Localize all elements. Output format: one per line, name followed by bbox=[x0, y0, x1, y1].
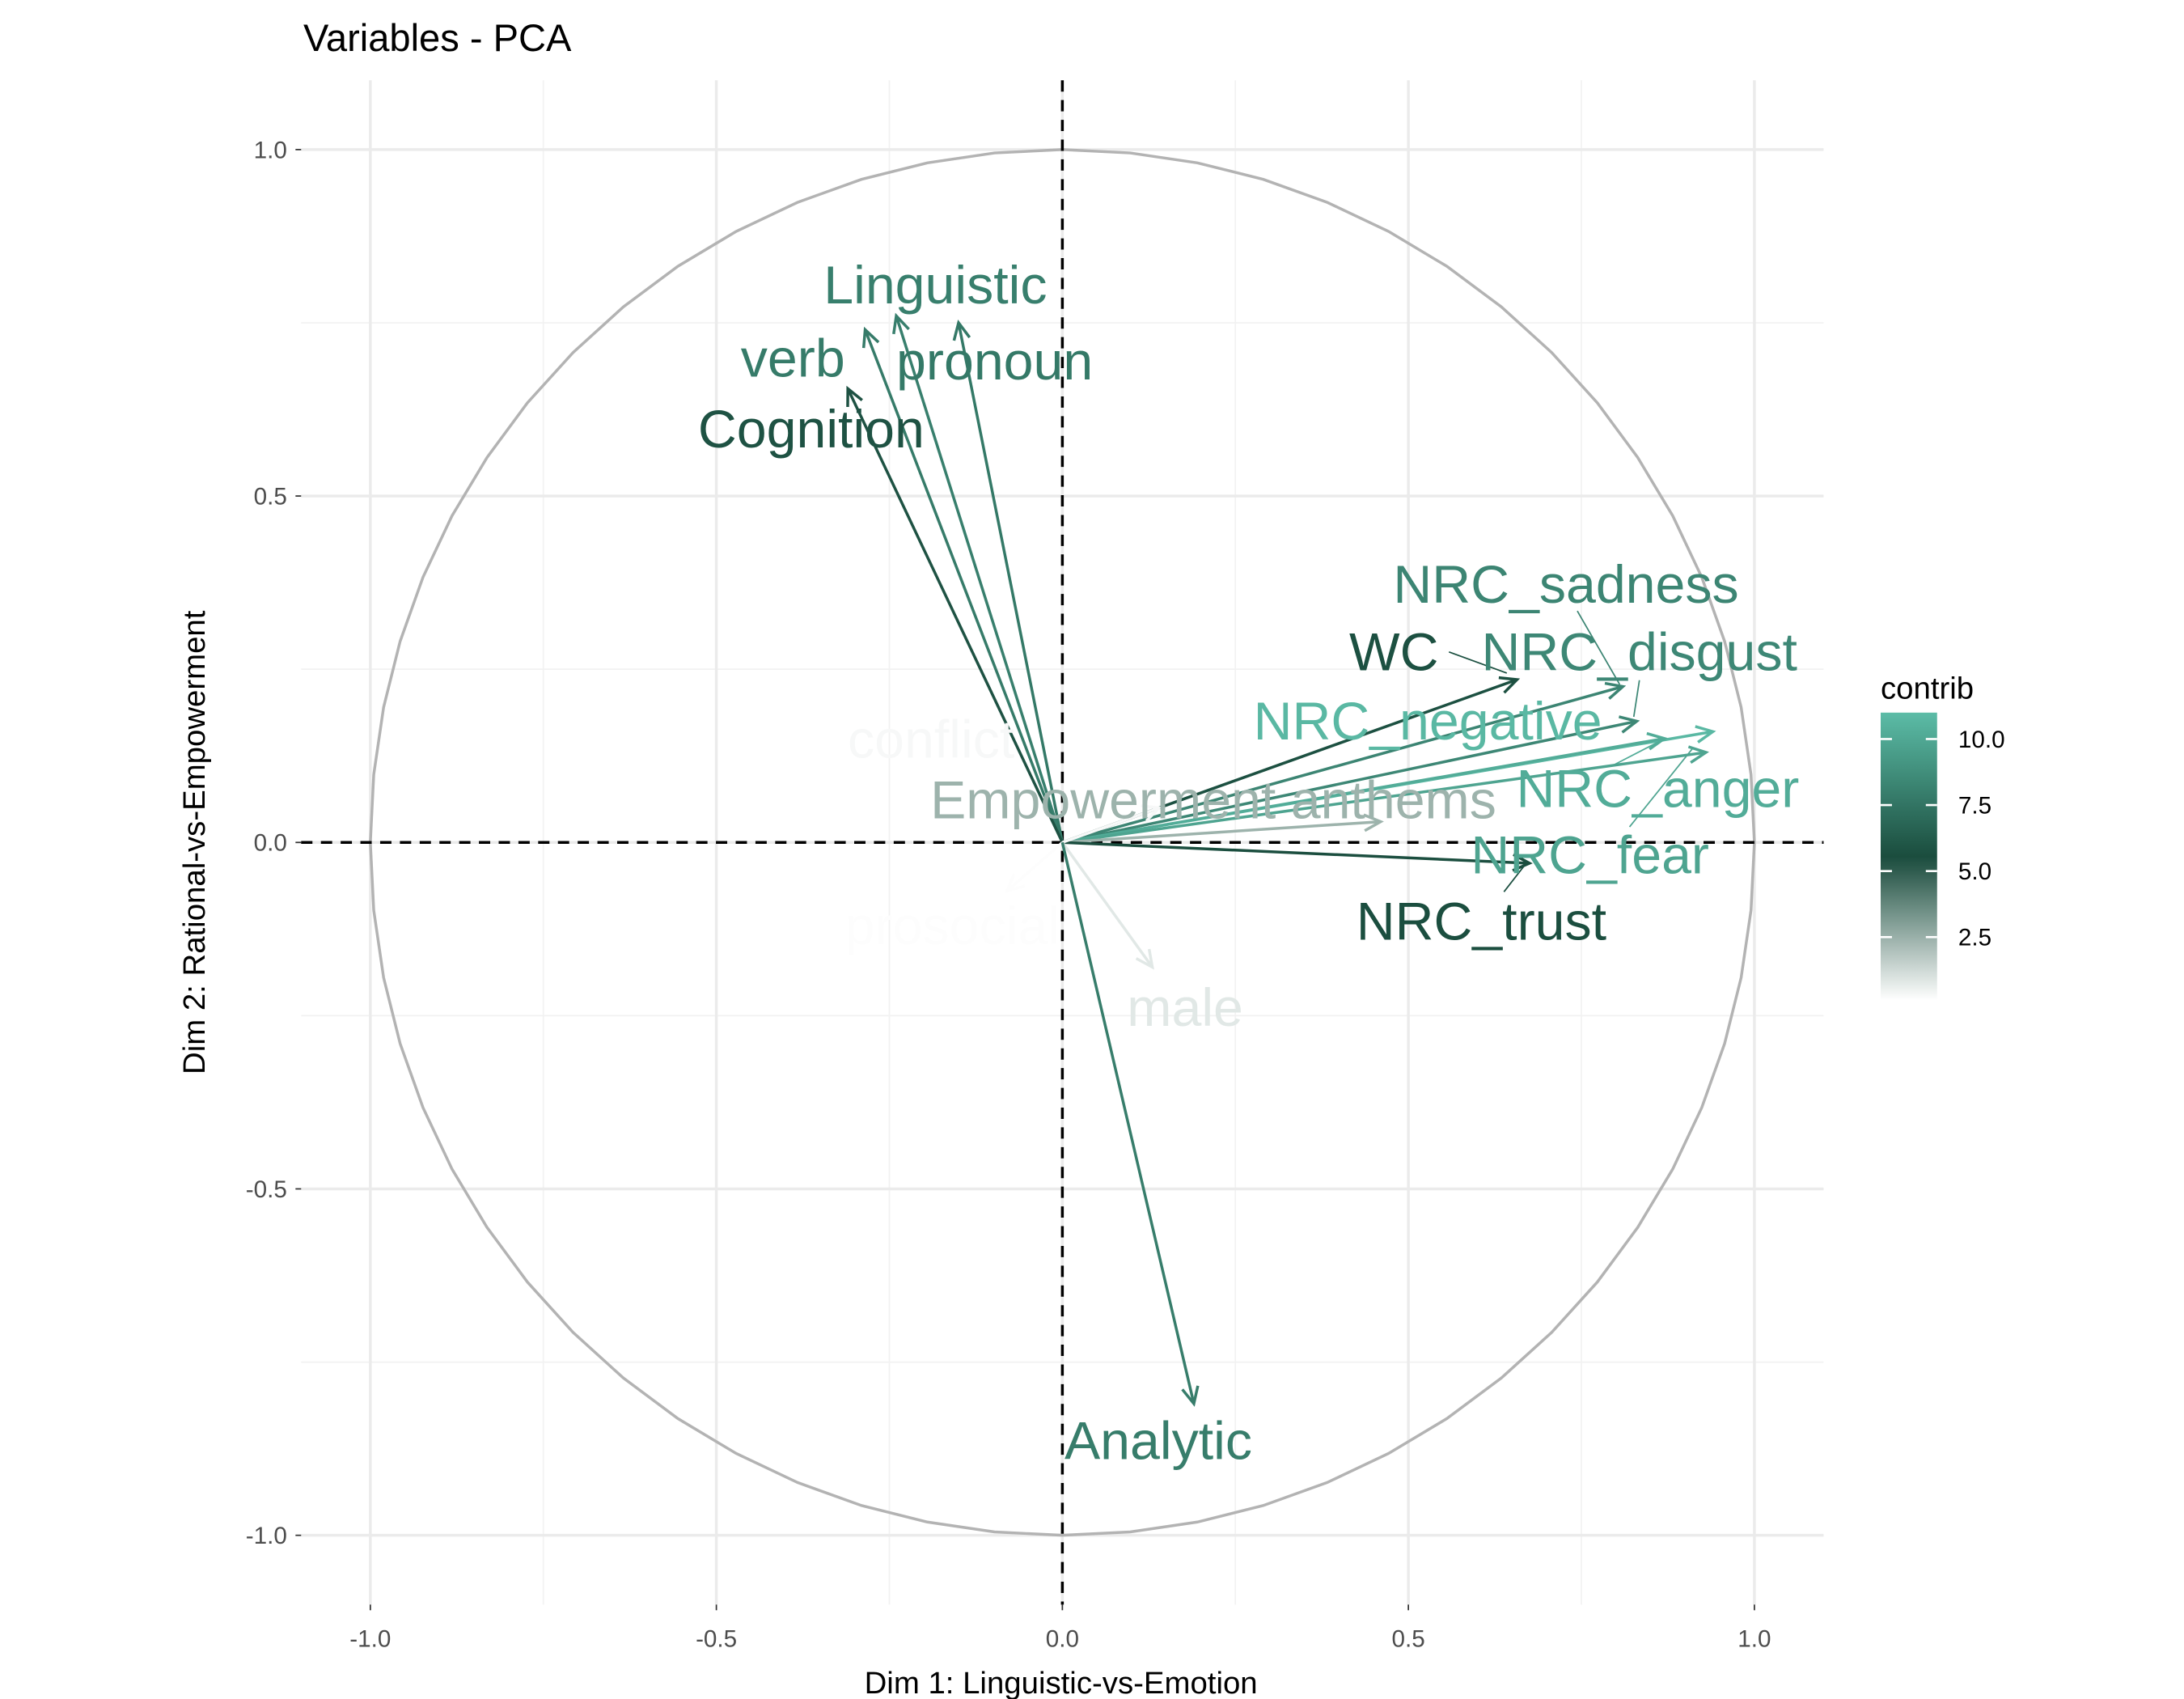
chart-title: Variables - PCA bbox=[303, 16, 572, 59]
x-axis-ticks: -1.0 -0.5 0.0 0.5 1.0 bbox=[349, 1604, 1771, 1653]
arrow-shaft bbox=[1060, 841, 1154, 968]
arrow-shaft bbox=[1062, 737, 1665, 844]
arrow-nrc-trust bbox=[1062, 841, 1533, 892]
arrow-head bbox=[1512, 853, 1533, 872]
arrow-head bbox=[1695, 725, 1716, 744]
arrow-head bbox=[1141, 804, 1162, 822]
legend-colorbar bbox=[1881, 712, 1937, 1001]
y-tick-label: 1.0 bbox=[254, 137, 287, 163]
x-tick-label: -1.0 bbox=[349, 1626, 391, 1653]
arrow-linguistic bbox=[892, 312, 1064, 843]
arrow-nrc-fear bbox=[1062, 745, 1709, 845]
label-leader-line bbox=[1503, 866, 1525, 892]
arrow-head bbox=[1687, 745, 1709, 764]
arrow-head bbox=[952, 320, 971, 341]
x-tick-label: 0.5 bbox=[1392, 1626, 1425, 1653]
arrow-shaft bbox=[895, 315, 1064, 843]
arrow-nrc-sadness bbox=[1061, 610, 1627, 844]
variable-label-nrc-trust: NRC_trust bbox=[1357, 892, 1606, 952]
variable-label-wc: WC bbox=[1349, 622, 1438, 682]
variable-label-nrc-disgust: NRC_disgust bbox=[1482, 622, 1797, 682]
arrow-head bbox=[1135, 948, 1154, 970]
arrow-head bbox=[1646, 731, 1668, 751]
variable-arrows bbox=[846, 312, 1716, 1407]
variable-label-pronoun: pronoun bbox=[896, 332, 1093, 392]
arrow-shaft bbox=[957, 322, 1064, 843]
arrow-shaft bbox=[1061, 806, 1160, 844]
label-leader-line bbox=[1448, 650, 1508, 674]
arrow-head bbox=[892, 312, 910, 335]
legend-tick-label: 7.5 bbox=[1958, 793, 1991, 820]
variable-label-linguistic: Linguistic bbox=[823, 256, 1047, 316]
arrow-head bbox=[1619, 715, 1640, 734]
variable-label-prosocial: prosocial bbox=[845, 896, 1060, 956]
arrow-analytic bbox=[1060, 841, 1200, 1407]
arrow-shaft bbox=[863, 328, 1064, 843]
label-leader-line bbox=[1610, 741, 1658, 767]
arrow-head bbox=[1004, 873, 1026, 893]
y-tick-label: -1.0 bbox=[246, 1523, 287, 1549]
arrow-verb bbox=[861, 326, 1064, 843]
arrow-pronoun bbox=[952, 320, 1064, 843]
legend: contrib 2.5 5.0 7.5 10.0 bbox=[1881, 671, 2005, 1001]
arrow-shaft bbox=[1005, 841, 1064, 892]
arrow-shaft bbox=[1062, 841, 1530, 865]
arrow-head bbox=[861, 326, 880, 349]
x-axis-title: Dim 1: Linguistic-vs-Emotion bbox=[865, 1666, 1258, 1699]
variable-label-nrc-sadness: NRC_sadness bbox=[1393, 555, 1738, 615]
variable-label-nrc-negative: NRC_negative bbox=[1254, 692, 1602, 752]
y-axis-ticks: -1.0 -0.5 0.0 0.5 1.0 bbox=[246, 137, 302, 1549]
arrow-shaft bbox=[1060, 841, 1196, 1405]
arrow-male bbox=[1060, 841, 1154, 970]
y-axis-title: Dim 2: Rational-vs-Empowerment bbox=[177, 610, 212, 1074]
y-tick-label: 0.0 bbox=[254, 830, 287, 857]
arrow-head bbox=[1604, 681, 1627, 700]
legend-tick-label: 2.5 bbox=[1958, 925, 1991, 951]
legend-tick-label: 5.0 bbox=[1958, 858, 1991, 885]
variable-labels: Linguistic verb pronoun Cognition NRC_sadnes… bbox=[698, 256, 1799, 1471]
variable-label-empowerment-anthems: Empowerment anthems bbox=[930, 771, 1496, 831]
arrow-head bbox=[1363, 813, 1384, 833]
variable-label-male: male bbox=[1127, 978, 1243, 1038]
variable-label-conflict: conflict bbox=[848, 710, 1014, 770]
arrow-shaft bbox=[1062, 820, 1382, 845]
variable-label-nrc-anger: NRC_anger bbox=[1516, 760, 1799, 820]
variable-label-verb: verb bbox=[741, 329, 845, 389]
arrow-shaft bbox=[1062, 751, 1707, 845]
arrow-head bbox=[1181, 1385, 1200, 1407]
arrow-nrc-disgust bbox=[1062, 680, 1640, 844]
arrow-head bbox=[1498, 676, 1521, 694]
arrow-shaft bbox=[1061, 684, 1623, 844]
x-tick-label: 0.0 bbox=[1046, 1626, 1079, 1653]
x-tick-label: -0.5 bbox=[696, 1626, 737, 1653]
arrow-cognition bbox=[846, 385, 1064, 844]
arrow-conflict bbox=[1061, 804, 1162, 844]
y-tick-label: 0.5 bbox=[254, 484, 287, 511]
variable-label-nrc-fear: NRC_fear bbox=[1471, 826, 1709, 886]
arrow-shaft bbox=[1062, 719, 1637, 844]
y-tick-label: -0.5 bbox=[246, 1176, 287, 1203]
arrow-nrc-anger bbox=[1062, 731, 1668, 844]
label-leader-line bbox=[1577, 610, 1621, 685]
arrow-empowerment-anthems bbox=[1062, 813, 1384, 845]
arrow-head bbox=[846, 385, 863, 408]
x-tick-label: 1.0 bbox=[1737, 1626, 1771, 1653]
label-leader-line bbox=[1632, 680, 1640, 718]
variable-label-cognition: Cognition bbox=[698, 400, 925, 460]
legend-title: contrib bbox=[1881, 671, 1974, 705]
label-leader-line bbox=[1628, 747, 1694, 828]
arrow-shaft bbox=[846, 388, 1064, 844]
variable-label-analytic: Analytic bbox=[1064, 1411, 1252, 1471]
arrow-prosocial bbox=[1004, 841, 1064, 893]
legend-tick-label: 10.0 bbox=[1958, 727, 2005, 753]
